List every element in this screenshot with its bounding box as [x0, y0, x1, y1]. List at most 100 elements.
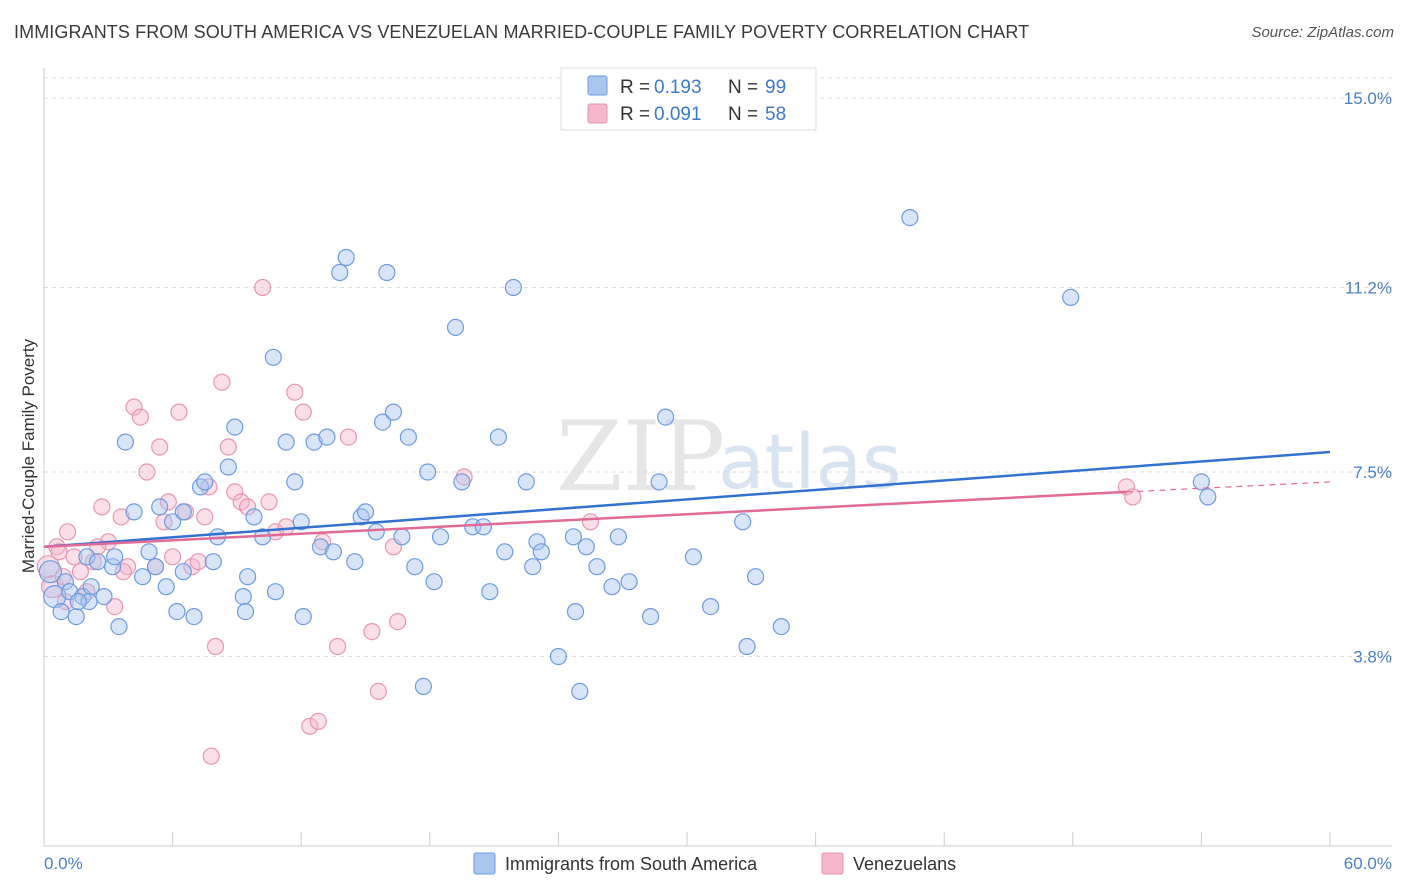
data-point [110, 617, 128, 636]
data-point [106, 597, 124, 616]
data-point [116, 433, 135, 451]
y-tick-labels: 3.8% 7.5% 11.2% 15.0% [1344, 89, 1392, 667]
data-point [474, 518, 492, 536]
venezuelans-points [36, 278, 1142, 765]
source-label: Source: ZipAtlas.com [1251, 24, 1394, 41]
data-point [164, 548, 182, 566]
data-point [571, 682, 589, 701]
y-tick-label: 15.0% [1344, 89, 1392, 108]
data-point [378, 263, 396, 282]
data-point [746, 568, 765, 586]
data-point [219, 458, 237, 476]
data-point [294, 607, 312, 626]
data-point [294, 403, 312, 421]
data-point [67, 607, 85, 626]
data-point [164, 513, 182, 531]
x-axis-ticks [43, 832, 1331, 846]
data-point [82, 578, 100, 596]
data-point [517, 473, 535, 491]
data-point [1124, 488, 1142, 506]
blue-trend-line [43, 450, 1331, 549]
data-point [245, 508, 263, 526]
data-point [419, 463, 437, 481]
correlation-legend: R = 0.193 N = 99 R = 0.091 N = 58 [560, 67, 817, 131]
data-point [734, 513, 752, 531]
data-point [254, 278, 272, 297]
legend-pink-n-label: N = [728, 104, 758, 125]
data-point [226, 483, 244, 501]
data-point [901, 209, 919, 227]
data-point [367, 523, 385, 541]
data-point [1199, 488, 1217, 506]
data-point [174, 563, 192, 581]
data-point [52, 602, 70, 621]
data-point [374, 413, 392, 431]
trend-lines [43, 450, 1331, 549]
data-point [329, 637, 347, 656]
data-point [157, 578, 175, 596]
data-point [331, 263, 349, 282]
data-point [213, 373, 231, 391]
data-point [277, 433, 295, 451]
y-tick-label: 7.5% [1353, 463, 1392, 482]
data-point [603, 578, 621, 596]
data-point [369, 682, 387, 701]
data-point [656, 408, 675, 426]
data-point [292, 513, 310, 531]
watermark-atlas: atlas [718, 417, 902, 506]
data-point [620, 573, 638, 591]
data-point [125, 398, 143, 416]
data-point [524, 558, 542, 576]
bottom-legend-blue-label: Immigrants from South America [505, 854, 758, 874]
data-point [286, 383, 304, 401]
data-point [337, 248, 355, 267]
data-point [577, 538, 595, 556]
data-point [65, 548, 83, 566]
data-point [151, 438, 169, 456]
data-point [112, 508, 130, 526]
data-point [204, 553, 222, 571]
data-point [528, 533, 546, 551]
data-point [496, 543, 514, 561]
data-point [264, 348, 282, 366]
pink-trend-line [43, 490, 1127, 549]
data-point [356, 503, 375, 521]
data-point [196, 473, 214, 491]
bottom-legend-pink-swatch [821, 852, 844, 875]
data-point [324, 543, 342, 561]
legend-pink-n-value: 58 [765, 104, 786, 125]
data-point [185, 607, 203, 626]
bottom-legend-pink-label: Venezuelans [853, 854, 956, 874]
data-point [58, 523, 77, 541]
data-point [738, 637, 756, 656]
data-point [301, 717, 319, 735]
legend-blue-n-label: N = [728, 77, 758, 98]
data-point [202, 747, 220, 765]
y-tick-label: 11.2% [1345, 278, 1392, 297]
data-point [346, 553, 364, 571]
data-point [389, 612, 407, 631]
data-point [384, 403, 402, 421]
data-point [363, 622, 381, 641]
data-point [1062, 288, 1080, 306]
data-point [532, 543, 550, 561]
bottom-legend-blue-swatch [473, 852, 496, 875]
data-point [1192, 473, 1211, 491]
data-point [93, 498, 111, 516]
data-point [305, 433, 323, 451]
data-point [88, 553, 107, 571]
data-point [234, 587, 252, 606]
data-point [425, 573, 443, 591]
data-point [260, 493, 278, 511]
data-point [609, 528, 628, 546]
data-point [140, 543, 158, 561]
data-point [69, 592, 87, 611]
data-point [277, 518, 295, 536]
y-tick-label: 3.8% [1353, 647, 1392, 666]
data-point [684, 548, 703, 566]
data-point [174, 503, 192, 521]
data-point [138, 463, 156, 481]
data-point [151, 498, 169, 516]
data-point [650, 473, 668, 491]
